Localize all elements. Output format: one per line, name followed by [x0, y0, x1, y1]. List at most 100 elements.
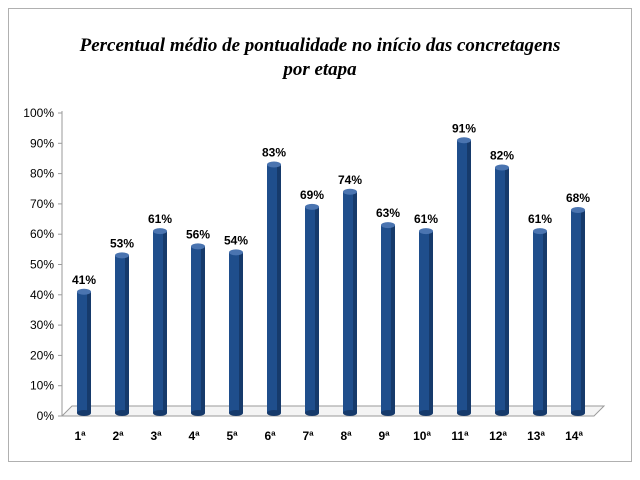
bar-base	[77, 410, 91, 416]
bar-shade	[87, 291, 91, 413]
chart-title-line-1: Percentual médio de pontualidade no iníc…	[79, 35, 561, 56]
bar-top	[115, 252, 129, 259]
y-tick-label: 10%	[30, 379, 54, 393]
bar-shade	[315, 206, 319, 413]
bar-base	[495, 410, 509, 416]
data-label: 68%	[566, 191, 590, 205]
bar-top	[533, 228, 547, 235]
bar-shade	[581, 209, 585, 413]
x-tick-label: 9ª	[378, 429, 390, 443]
bar-base	[191, 410, 205, 416]
data-label: 61%	[414, 212, 438, 226]
data-label: 91%	[452, 121, 476, 135]
bar	[115, 252, 129, 416]
bar-base	[115, 410, 129, 416]
bar-top	[495, 164, 509, 171]
bar-shade	[429, 231, 433, 413]
y-tick-label: 100%	[23, 106, 54, 120]
x-tick-label: 1ª	[74, 429, 86, 443]
bar-top	[267, 161, 281, 168]
bar-base	[571, 410, 585, 416]
x-tick-label: 2ª	[112, 429, 124, 443]
x-tick-label: 13ª	[527, 429, 545, 443]
x-tick-label: 8ª	[340, 429, 352, 443]
data-label: 74%	[338, 173, 362, 187]
bar	[457, 137, 471, 416]
y-tick-label: 50%	[30, 258, 54, 272]
bar-base	[305, 410, 319, 416]
x-tick-label: 5ª	[226, 429, 238, 443]
bar	[191, 243, 205, 416]
bar-base	[229, 410, 243, 416]
data-label: 82%	[490, 149, 514, 163]
bar	[343, 188, 357, 416]
bar-base	[457, 410, 471, 416]
bar-base	[381, 410, 395, 416]
chart-floor	[60, 111, 606, 417]
bar	[267, 161, 281, 416]
bar-shade	[163, 231, 167, 413]
y-tick-label: 0%	[37, 409, 55, 423]
x-tick-label: 7ª	[302, 429, 314, 443]
data-label: 61%	[528, 212, 552, 226]
bar-shade	[239, 252, 243, 413]
bar	[533, 228, 547, 416]
bar	[381, 222, 395, 416]
x-tick-label: 6ª	[264, 429, 276, 443]
bar-top	[305, 203, 319, 210]
bar-top	[343, 188, 357, 195]
chart-title-line-2: por etapa	[283, 59, 357, 80]
y-tick-label: 40%	[30, 288, 54, 302]
bar	[229, 249, 243, 416]
bar-top	[77, 288, 91, 295]
x-axis: 1ª 2ª 3ª 4ª 5ª 6ª 7ª 8ª 9ª 10ª 11ª 12ª 13ª 14ª	[74, 429, 583, 443]
bar-top	[571, 206, 585, 213]
bar-shade	[201, 246, 205, 413]
chart-frame	[8, 8, 632, 462]
bar-base	[267, 410, 281, 416]
bar-shade	[543, 231, 547, 413]
bar-base	[343, 410, 357, 416]
bar-top	[419, 228, 433, 235]
bar-shade	[277, 164, 281, 413]
x-tick-label: 4ª	[188, 429, 200, 443]
data-label: 63%	[376, 206, 400, 220]
data-label: 56%	[186, 227, 210, 241]
data-label: 83%	[262, 146, 286, 160]
bar	[153, 228, 167, 416]
y-tick-label: 20%	[30, 348, 54, 362]
bar-shade	[467, 140, 471, 413]
y-tick-label: 80%	[30, 167, 54, 181]
bars: 41% 53% 61% 56% 54% 83% 69% 74% 63% 61% 91% 82% 61% 6…	[72, 121, 590, 416]
floor-plane	[60, 405, 606, 417]
bar-top	[191, 243, 205, 250]
bar-base	[419, 410, 433, 416]
data-label: 54%	[224, 233, 248, 247]
x-tick-label: 10ª	[413, 429, 431, 443]
bar-shade	[353, 191, 357, 413]
y-tick-label: 60%	[30, 227, 54, 241]
y-tick-label: 30%	[30, 318, 54, 332]
bar-top	[153, 228, 167, 235]
bar-top	[229, 249, 243, 256]
bar-shade	[505, 167, 509, 413]
bar-base	[153, 410, 167, 416]
bar	[495, 164, 509, 416]
chart-title: Percentual médio de pontualidade no iníc…	[8, 34, 632, 82]
x-tick-label: 12ª	[489, 429, 507, 443]
x-tick-label: 14ª	[565, 429, 583, 443]
data-label: 61%	[148, 212, 172, 226]
bar-base	[533, 410, 547, 416]
x-tick-label: 11ª	[451, 429, 469, 443]
bar	[419, 228, 433, 416]
bar	[77, 288, 91, 416]
bar	[305, 203, 319, 416]
y-axis: 0% 10% 20% 30% 40% 50% 60% 70% 80% 90% 100%	[23, 106, 62, 423]
y-tick-label: 70%	[30, 197, 54, 211]
y-tick-label: 90%	[30, 136, 54, 150]
x-tick-label: 3ª	[150, 429, 162, 443]
data-label: 69%	[300, 188, 324, 202]
data-label: 41%	[72, 273, 96, 287]
bar	[571, 206, 585, 416]
